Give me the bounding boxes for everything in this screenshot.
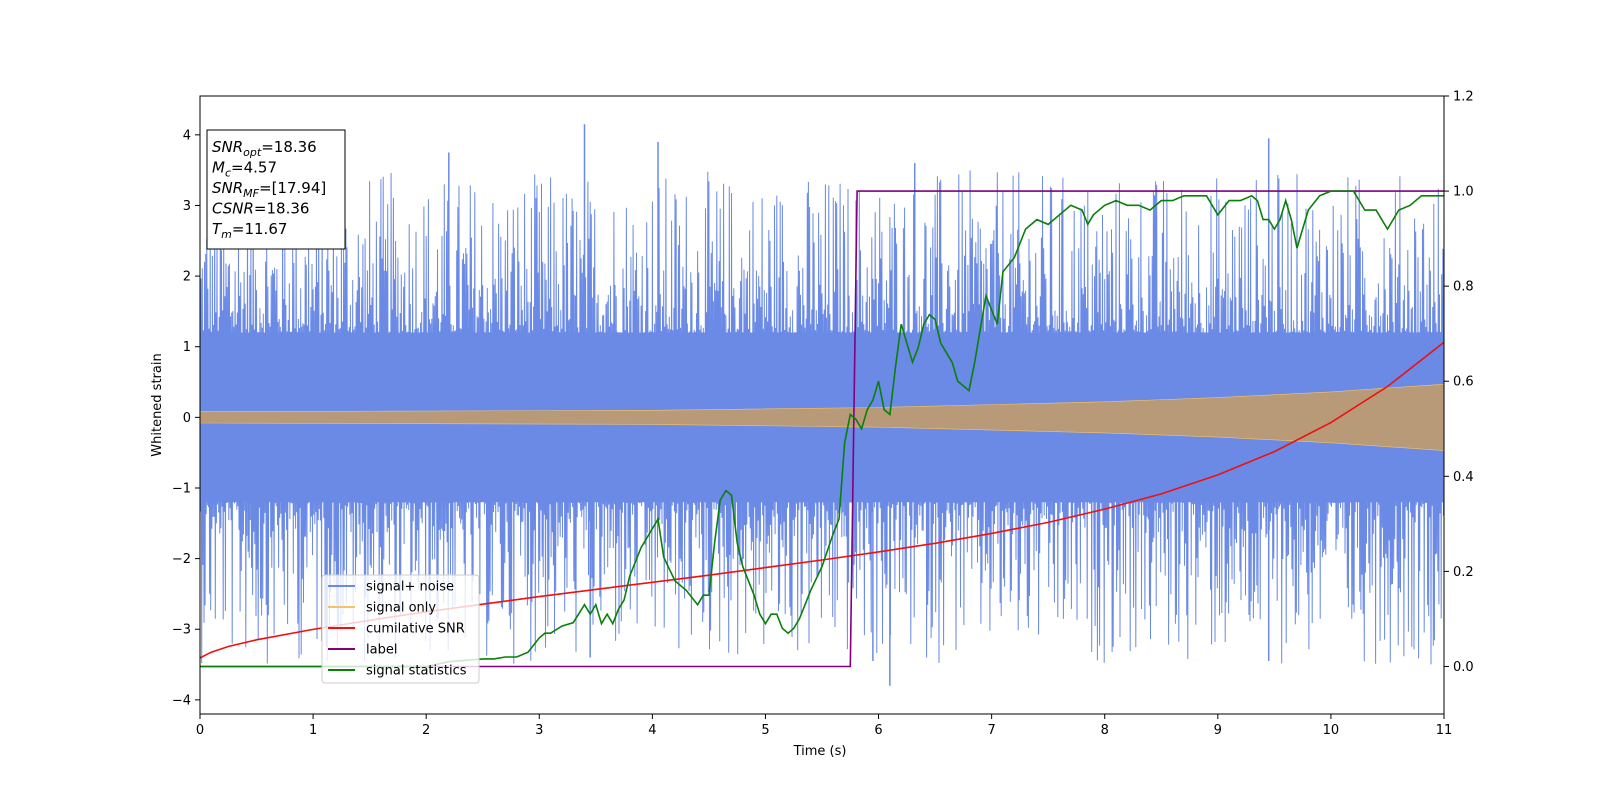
x-tick-label: 0 (196, 723, 204, 738)
x-axis: 0 1 2 3 4 5 6 7 8 9 10 11 (196, 714, 1452, 738)
y2-tick-label: 0.8 (1453, 280, 1474, 295)
legend-label: signal+ noise (366, 580, 454, 595)
y2-tick-label: 1.0 (1453, 185, 1474, 200)
x-axis-label: Time (s) (793, 744, 847, 759)
x-tick-label: 3 (535, 723, 543, 738)
y-tick-label: 3 (183, 199, 191, 214)
y-tick-label: −3 (172, 623, 191, 638)
y2-tick-label: 0.4 (1453, 470, 1474, 485)
y2-tick-label: 0.0 (1453, 660, 1474, 675)
x-tick-label: 2 (422, 723, 430, 738)
x-tick-label: 11 (1436, 723, 1453, 738)
legend-frame (321, 574, 480, 684)
y-axis-right: 0.0 0.2 0.4 0.6 0.8 1.0 1.2 (1444, 90, 1474, 675)
cumulative-snr-series (200, 341, 1444, 659)
label-series (200, 190, 1444, 668)
annotation-box-frame (206, 129, 346, 250)
annotation-box: SNRopt=18.36Mc=4.57SNRMF=[17.94]CSNR=18.… (206, 129, 346, 250)
signal-statistics-series (200, 190, 1444, 668)
signal-only-series (200, 383, 1444, 451)
y-tick-label: −1 (172, 481, 191, 496)
y2-tick-label: 1.2 (1453, 90, 1474, 105)
x-tick-label: 9 (1214, 723, 1222, 738)
y-axis-label: Whitened strain (150, 353, 165, 456)
plot-frame (199, 95, 1445, 715)
y-tick-label: 0 (183, 411, 191, 426)
right-axis-lines-layer (200, 190, 1444, 668)
annotation-line: Mc=4.57 (212, 159, 277, 180)
annotation-line: Tm=11.67 (212, 220, 287, 241)
signal-only-layer (200, 383, 1444, 451)
x-tick-label: 4 (648, 723, 656, 738)
y-tick-label: −2 (172, 552, 191, 567)
legend: signal+ noise signal only cumilative SNR la… (321, 574, 480, 684)
y-tick-label: 1 (183, 340, 191, 355)
signal-noise-series (200, 170, 1444, 665)
x-tick-label: 7 (987, 723, 995, 738)
x-tick-label: 5 (761, 723, 769, 738)
y-tick-label: 2 (183, 270, 191, 285)
legend-label: signal only (366, 601, 436, 616)
y-axis-left: −4 −3 −2 −1 0 1 2 3 4 (172, 128, 200, 708)
y2-tick-label: 0.6 (1453, 375, 1474, 390)
x-tick-label: 1 (309, 723, 317, 738)
y2-tick-label: 0.2 (1453, 565, 1474, 580)
y-tick-label: 4 (183, 128, 191, 143)
legend-label: signal statistics (366, 664, 467, 679)
annotation-line: SNRopt=18.36 (212, 138, 317, 159)
x-tick-label: 6 (874, 723, 882, 738)
annotation-line: CSNR=18.36 (212, 200, 309, 218)
x-tick-label: 10 (1323, 723, 1340, 738)
x-tick-label: 8 (1101, 723, 1109, 738)
legend-label: cumilative SNR (366, 622, 465, 637)
annotation-line: SNRMF=[17.94] (212, 179, 326, 200)
legend-label: label (366, 643, 397, 658)
y-tick-label: −4 (172, 693, 191, 708)
